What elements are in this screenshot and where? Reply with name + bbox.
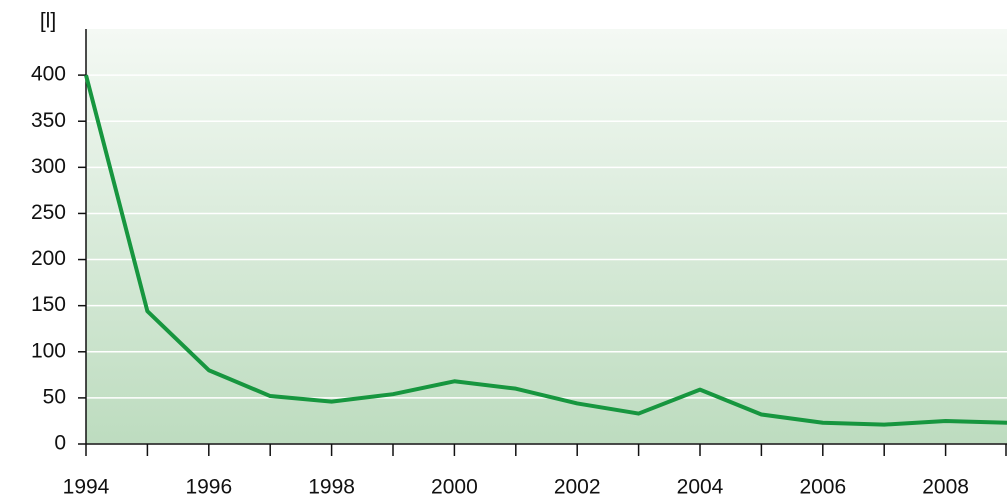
- x-tick-label: 1998: [308, 476, 355, 499]
- y-tick-label: 50: [43, 385, 66, 408]
- y-tick-label: 200: [31, 247, 66, 270]
- y-tick-label: 300: [31, 155, 66, 178]
- y-tick-label: 250: [31, 201, 66, 224]
- data-line: [84, 74, 1007, 427]
- x-tick-label: 2008: [922, 476, 969, 499]
- x-tick-label: 1994: [63, 476, 110, 499]
- y-tick-label: 100: [31, 339, 66, 362]
- y-tick-label: 400: [31, 63, 66, 86]
- x-tick-label: 2004: [677, 476, 724, 499]
- y-tick-label: 350: [31, 109, 66, 132]
- x-tick-label: 2002: [554, 476, 601, 499]
- x-tick-label: 2000: [431, 476, 478, 499]
- y-tick-label: 150: [31, 293, 66, 316]
- plot-area: [86, 29, 1007, 444]
- x-tick-label: 2006: [799, 476, 846, 499]
- x-tick-label: 1996: [185, 476, 232, 499]
- y-axis-label: [l]: [40, 10, 56, 33]
- y-tick-label: 0: [54, 432, 66, 455]
